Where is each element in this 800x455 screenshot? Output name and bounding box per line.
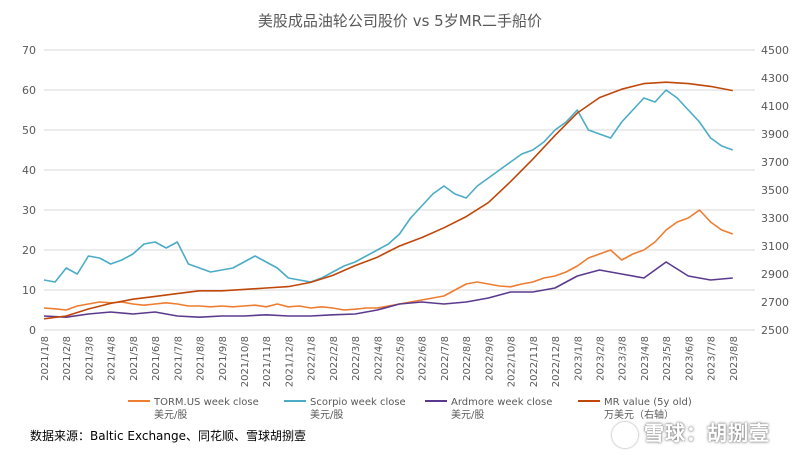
legend-swatch-ardmore xyxy=(425,400,447,402)
source-note: 数据来源：Baltic Exchange、同花顺、雪球胡捌壹 xyxy=(30,429,307,443)
axes: 0 10 20 30 40 50 60 70 2500 2700 2900 3100 3300 3500 3… xyxy=(22,44,789,387)
y-right-tick-label: 3300 xyxy=(761,212,789,225)
series-line-tormus xyxy=(43,209,734,311)
x-tick-label: 2023/6/8 xyxy=(684,336,695,381)
gridlines xyxy=(44,49,755,331)
legend-item-scorpio: Scorpio week close 美元/股 xyxy=(284,396,406,422)
legend-label-mr: MR value (5y old) xyxy=(604,397,692,408)
x-tick-label: 2022/4/8 xyxy=(373,336,384,381)
x-tick-label: 2023/3/8 xyxy=(618,336,629,381)
watermark: 雪球：胡捌壹 xyxy=(612,417,770,448)
y-right-tick-label: 3700 xyxy=(761,156,789,169)
legend-unit-ardmore: 美元/股 xyxy=(451,410,485,421)
x-tick-label: 2021/12/8 xyxy=(284,336,295,387)
x-tick-label: 2021/4/8 xyxy=(107,336,118,381)
x-tick-label: 2022/7/8 xyxy=(440,336,451,381)
x-tick-label: 2022/10/8 xyxy=(507,336,518,387)
y-right-tick-label: 4300 xyxy=(761,72,789,85)
x-tick-label: 2022/11/8 xyxy=(529,336,540,387)
y-left-tick-label: 70 xyxy=(22,44,36,57)
x-tick-label: 2021/5/8 xyxy=(129,336,140,381)
y-right-tick-label: 3100 xyxy=(761,240,789,253)
x-tick-label: 2023/7/8 xyxy=(707,336,718,381)
legend-label-ardmore: Ardmore week close xyxy=(451,397,553,408)
legend-unit-scorpio: 美元/股 xyxy=(310,410,344,421)
x-tick-label: 2022/1/8 xyxy=(307,336,318,381)
y-right-tick-label: 2700 xyxy=(761,296,789,309)
x-tick-label: 2022/3/8 xyxy=(351,336,362,381)
series-line-ardmore xyxy=(43,261,733,319)
x-tick-label: 2021/3/8 xyxy=(84,336,95,381)
legend-label-scorpio: Scorpio week close xyxy=(310,397,406,408)
x-tick-label: 2021/1/8 xyxy=(40,336,51,381)
x-tick-label: 2021/9/8 xyxy=(218,336,229,381)
x-tick-label: 2021/8/8 xyxy=(196,336,207,381)
legend-unit-mr: 万美元（右轴） xyxy=(604,410,674,421)
x-tick-label: 2021/11/8 xyxy=(262,336,273,387)
legend-item-ardmore: Ardmore week close 美元/股 xyxy=(425,396,552,422)
x-tick-label: 2021/10/8 xyxy=(240,336,251,387)
legend-item-torm: TORM.US week close 美元/股 xyxy=(128,396,259,422)
series-line-mr xyxy=(43,81,733,320)
legend-label-torm: TORM.US week close xyxy=(154,397,259,408)
y-left-tick-label: 10 xyxy=(22,284,36,297)
y-left-tick-label: 0 xyxy=(29,324,36,337)
x-tick-label: 2023/8/8 xyxy=(729,336,740,381)
y-right-tick-label: 2900 xyxy=(761,268,789,281)
y-left-tick-label: 20 xyxy=(22,244,36,257)
y-right-tick-label: 3500 xyxy=(761,184,789,197)
x-tick-label: 2021/2/8 xyxy=(62,336,73,381)
x-tick-label: 2021/6/8 xyxy=(151,336,162,381)
x-tick-label: 2022/9/8 xyxy=(484,336,495,381)
x-tick-label: 2021/7/8 xyxy=(173,336,184,381)
y-right-tick-label: 4500 xyxy=(761,44,789,57)
x-tick-label: 2023/5/8 xyxy=(662,336,673,381)
legend-swatch-torm xyxy=(128,400,150,402)
x-tick-label: 2022/8/8 xyxy=(462,336,473,381)
y-left-tick-label: 50 xyxy=(22,124,36,137)
y-right-tick-label: 3900 xyxy=(761,128,789,141)
x-tick-label: 2022/5/8 xyxy=(396,336,407,381)
x-tick-label: 2022/2/8 xyxy=(329,336,340,381)
snowball-logo-icon xyxy=(612,421,638,448)
y-right-tick-label: 2500 xyxy=(761,324,789,337)
y-left-tick-label: 60 xyxy=(22,84,36,97)
legend-swatch-scorpio xyxy=(284,400,306,402)
x-tick-label: 2022/12/8 xyxy=(551,336,562,387)
legend-swatch-mr xyxy=(578,400,600,402)
x-tick-label: 2023/2/8 xyxy=(595,336,606,381)
y-right-tick-label: 4100 xyxy=(761,100,789,113)
x-tick-label: 2023/1/8 xyxy=(573,336,584,381)
x-tick-label: 2023/4/8 xyxy=(640,336,651,381)
legend-item-mr: MR value (5y old) 万美元（右轴） xyxy=(578,396,692,422)
chart-title: 美股成品油轮公司股价 vs 5岁MR二手船价 xyxy=(257,12,543,30)
series-line-scorpio xyxy=(43,89,734,283)
x-tick-label: 2022/6/8 xyxy=(418,336,429,381)
series-lines xyxy=(43,81,734,320)
legend-unit-torm: 美元/股 xyxy=(154,410,188,421)
y-left-tick-label: 40 xyxy=(22,164,36,177)
y-left-tick-label: 30 xyxy=(22,204,36,217)
watermark-text: 雪球：胡捌壹 xyxy=(644,421,770,445)
